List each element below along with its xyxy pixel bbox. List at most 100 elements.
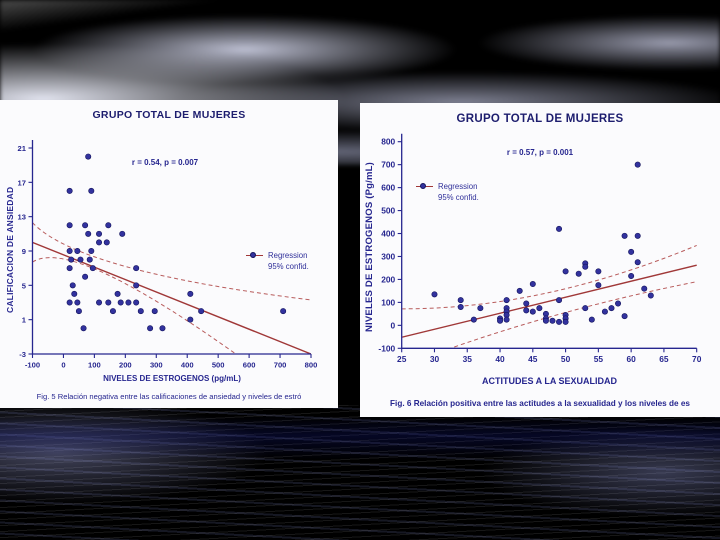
- scatter-point: [529, 281, 536, 288]
- scatter-point: [457, 297, 464, 304]
- scatter-point: [80, 325, 87, 332]
- y-tick-label: 500: [381, 206, 395, 216]
- legend-label-regression: Regression: [438, 182, 478, 191]
- x-tick-label: 55: [594, 354, 604, 364]
- scatter-point: [595, 268, 602, 275]
- scatter-point: [634, 161, 641, 168]
- scatter-point: [582, 263, 589, 270]
- y-tick-label: -100: [378, 343, 395, 353]
- scatter-point: [69, 282, 76, 289]
- x-tick-label: 30: [430, 354, 440, 364]
- scatter-point: [477, 305, 484, 312]
- legend-label-confidence: 95% confid.: [438, 193, 479, 203]
- scatter-point: [96, 299, 103, 306]
- scatter-point: [621, 313, 628, 320]
- scatter-point: [634, 232, 641, 239]
- scatter-point: [85, 230, 92, 237]
- scatter-point: [457, 303, 464, 310]
- x-tick-label: 0: [61, 361, 65, 370]
- chart-title: GRUPO TOTAL DE MUJERES: [456, 113, 624, 125]
- scatter-point: [82, 222, 89, 229]
- scatter-point: [66, 299, 73, 306]
- stats-annotation: r = 0.57, p = 0.001: [506, 148, 574, 157]
- scatter-point: [470, 316, 477, 323]
- scatter-point: [75, 308, 82, 315]
- scatter-point: [105, 222, 112, 229]
- axes: [31, 140, 311, 355]
- scatter-point: [431, 291, 438, 298]
- x-tick-label: 25: [397, 354, 407, 364]
- scatter-point: [198, 308, 205, 315]
- scatter-point: [523, 300, 530, 307]
- scatter-point: [280, 308, 287, 315]
- y-tick-label: 0: [391, 320, 396, 330]
- x-tick-label: 700: [274, 361, 287, 370]
- scatter-point: [66, 222, 73, 229]
- scatter-point: [647, 292, 654, 299]
- scatter-point: [96, 239, 103, 246]
- scatter-point: [119, 230, 126, 237]
- scatter-point: [608, 305, 615, 312]
- scatter-point: [71, 290, 78, 297]
- x-tick-label: 35: [463, 354, 473, 364]
- legend-label-regression: Regression: [268, 251, 308, 260]
- x-tick-label: 40: [495, 354, 505, 364]
- scatter-point: [137, 308, 144, 315]
- x-tick-label: -100: [25, 361, 40, 370]
- scatter-point: [621, 232, 628, 239]
- scatter-point: [601, 308, 608, 315]
- y-tick-label: 13: [18, 213, 26, 222]
- scatter-point: [159, 325, 166, 332]
- scatter-point: [187, 316, 194, 323]
- scatter-chart-svg-fig5: -100 0 100 200 300 400 500 600 700 800 -3 1 5 9 13 17 21: [18, 140, 318, 370]
- scatter-point: [641, 285, 648, 292]
- figure-caption: Fig. 5 Relación negativa entre las calif…: [36, 392, 302, 401]
- chart-panel-fig5: -100 0 100 200 300 400 500 600 700 800 -3 1 5 9 13 17 21…: [0, 100, 338, 408]
- y-tick-label: 1: [22, 316, 27, 325]
- confidence-band: [402, 244, 697, 310]
- legend: Regression 95% confid.: [246, 250, 309, 273]
- water-dark-band: [0, 416, 720, 460]
- regression-marker-icon: [416, 181, 433, 191]
- scatter-point: [628, 248, 635, 255]
- scatter-point: [615, 300, 622, 307]
- scatter-point: [88, 187, 95, 194]
- legend-label-confidence: 95% confid.: [268, 262, 309, 272]
- scatter-point: [582, 305, 589, 312]
- scatter-point: [114, 290, 121, 297]
- scatter-point: [575, 270, 582, 277]
- x-axis-label: ACTITUDES A LA SEXUALIDAD: [482, 376, 617, 386]
- x-tick-label: 400: [181, 361, 194, 370]
- scatter-point: [542, 317, 549, 324]
- scatter-point: [133, 265, 140, 272]
- scatter-point: [133, 282, 140, 289]
- water-ripples-decoration: [0, 405, 720, 540]
- y-axis-label: NIVELES DE ESTROGENOS (Pg/mL): [364, 162, 375, 332]
- scatter-chart-svg-fig6: 25 30 35 40 45 50 55 60 65 70 -100 0 100 200 300 400 500…: [378, 133, 702, 364]
- x-tick-label: 200: [119, 361, 132, 370]
- x-tick-label: 50: [561, 354, 571, 364]
- x-axis-label: NIVELES DE ESTROGENOS (pg/mL): [103, 374, 241, 383]
- scatter-point: [634, 259, 641, 266]
- scatter-point: [503, 316, 510, 323]
- scatter-point: [503, 297, 510, 304]
- scatter-point: [628, 272, 635, 279]
- regression-line: [402, 264, 697, 338]
- axes: [401, 133, 697, 349]
- scatter-point: [77, 256, 84, 263]
- scatter-point: [556, 225, 563, 232]
- x-tick-label: 800: [305, 361, 318, 370]
- y-tick-label: 17: [18, 178, 26, 187]
- scatter-point: [556, 318, 563, 325]
- scatter-point: [556, 297, 563, 304]
- x-tick-label: 45: [528, 354, 538, 364]
- scatter-point: [109, 308, 116, 315]
- y-tick-label: -3: [19, 350, 26, 359]
- x-tick-label: 60: [626, 354, 636, 364]
- scatter-point: [74, 248, 81, 255]
- confidence-band: [450, 281, 697, 348]
- chart-panel-fig6: 25 30 35 40 45 50 55 60 65 70 -100 0 100 200 300 400 500…: [360, 103, 720, 417]
- y-tick-label: 600: [381, 183, 395, 193]
- scatter-point: [516, 287, 523, 294]
